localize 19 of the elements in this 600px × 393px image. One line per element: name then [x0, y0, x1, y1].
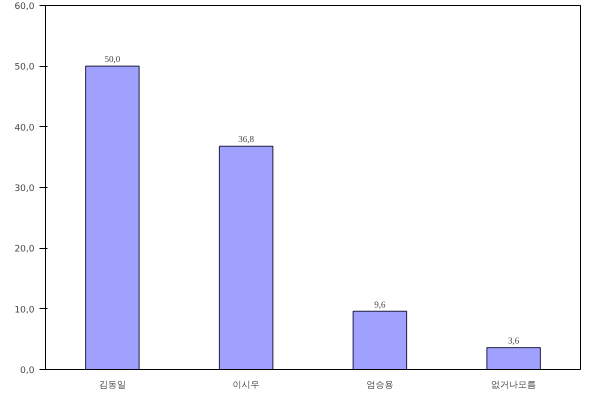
bar: [85, 66, 140, 370]
bar: [352, 310, 408, 370]
data-label: 9,6: [374, 299, 386, 310]
data-label: 3,6: [508, 336, 520, 346]
x-tick-label: 엄승용: [366, 380, 394, 390]
y-tick-label: 10,0: [14, 305, 35, 316]
x-tick-label: 김동일: [98, 380, 126, 390]
data-label: 36,8: [238, 134, 254, 144]
y-tick-label: 0,0: [20, 366, 35, 376]
x-tick-label: 없거나모름: [491, 380, 536, 390]
y-tick-label: 50,0: [14, 62, 35, 73]
x-tick-label: 이시우: [232, 380, 260, 390]
y-tick-label: 60,0: [14, 2, 35, 12]
y-tick-label: 20,0: [14, 244, 35, 255]
bar: [486, 347, 541, 370]
y-tick-label: 40,0: [14, 123, 35, 134]
bar: [218, 146, 274, 370]
data-label: 50,0: [104, 54, 121, 64]
y-tick-label: 30,0: [14, 184, 35, 194]
